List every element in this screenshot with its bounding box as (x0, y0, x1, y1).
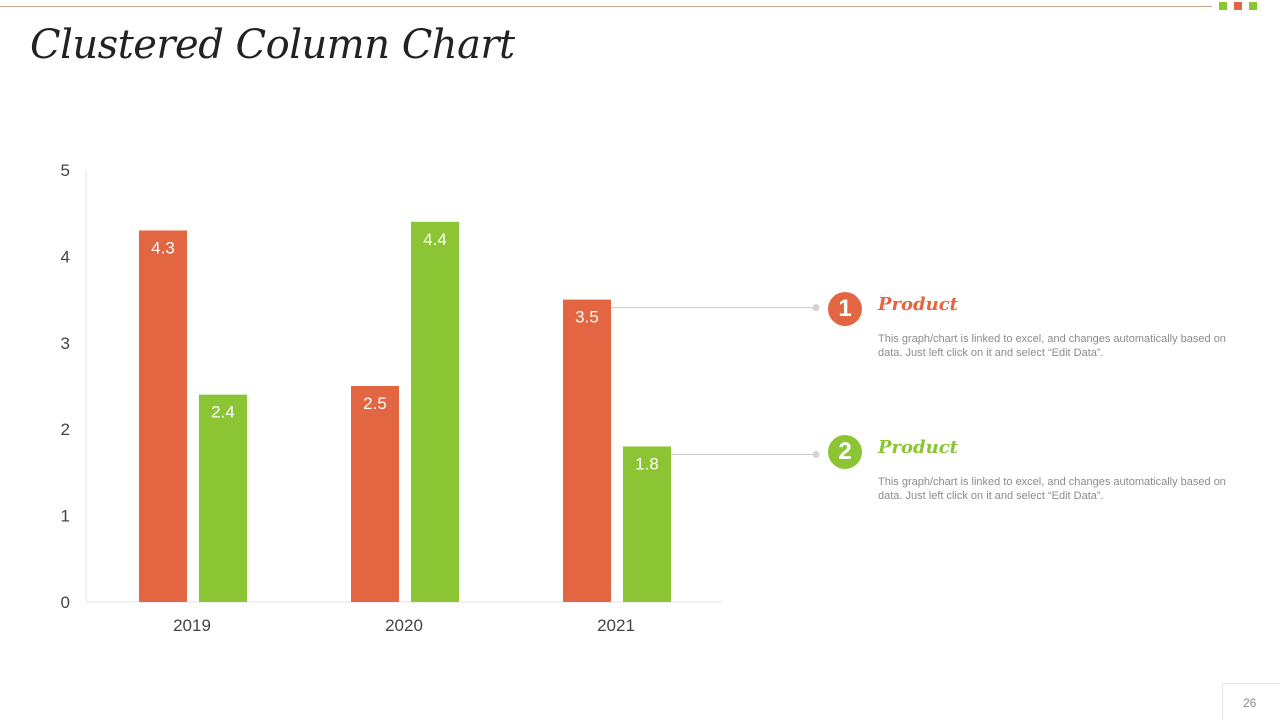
page-number-box (1222, 683, 1280, 720)
y-tick-label: 4 (61, 247, 70, 266)
accent-square (1219, 2, 1227, 10)
callout-description: This graph/chart is linked to excel, and… (878, 476, 1226, 502)
bar (139, 230, 187, 603)
connector-dot (812, 304, 820, 312)
callout-description: This graph/chart is linked to excel, and… (878, 333, 1226, 359)
page-number: 26 (1243, 696, 1257, 710)
top-divider (0, 6, 1212, 7)
x-tick-label: 2020 (385, 616, 423, 635)
x-tick-label: 2021 (597, 616, 635, 635)
data-label: 4.3 (151, 238, 175, 257)
y-tick-label: 2 (61, 420, 70, 439)
bar (351, 386, 399, 602)
bar (623, 446, 671, 602)
y-tick-label: 0 (61, 593, 70, 612)
x-tick-label: 2019 (173, 616, 211, 635)
data-label: 1.8 (635, 454, 659, 473)
connector-dot (812, 450, 820, 458)
data-label: 3.5 (575, 308, 599, 327)
number-badge: 1 (828, 292, 862, 326)
data-label: 4.4 (423, 230, 447, 249)
bar (199, 394, 247, 602)
bar (563, 299, 611, 602)
accent-square (1234, 2, 1242, 10)
bar (411, 221, 459, 602)
callout-title: Product (878, 437, 958, 458)
callout-title: Product (878, 294, 958, 315)
accent-square (1249, 2, 1257, 10)
data-label: 2.5 (363, 394, 387, 413)
y-tick-label: 3 (61, 334, 70, 353)
corner-accent-squares (1219, 2, 1257, 10)
number-badge: 2 (828, 435, 862, 469)
y-tick-label: 1 (61, 507, 70, 526)
page-title: Clustered Column Chart (30, 22, 515, 68)
y-tick-label: 5 (61, 161, 70, 180)
data-label: 2.4 (211, 403, 235, 422)
